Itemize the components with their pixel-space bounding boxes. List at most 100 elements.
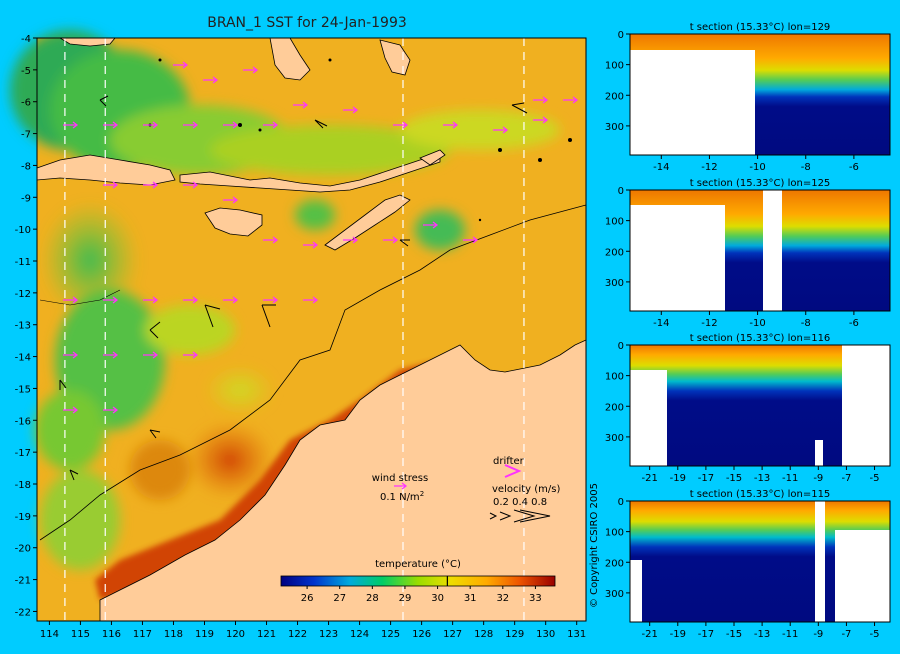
- colorbar-tick-label: 32: [496, 593, 509, 604]
- section-panels: t section (15.33°C) lon=129 -14 -12 -10 -8 -6…: [605, 22, 891, 640]
- section-x-tick-label: -15: [726, 473, 742, 484]
- map-x-tick-label: 122: [288, 629, 307, 640]
- section-panel-4: t section (15.33°C) lon=115 -21 -19 -17 -15 -…: [605, 489, 891, 640]
- drifter-arrow: [223, 196, 239, 204]
- map-x-tick-label: 128: [474, 629, 493, 640]
- map-x-tick-label: 118: [164, 629, 183, 640]
- map-x-tick-label: 127: [443, 629, 462, 640]
- drifter-arrow: [63, 351, 79, 359]
- drifter-arrow: [103, 351, 119, 359]
- map-y-tick-label: -20: [15, 544, 31, 555]
- drifter-arrow: [303, 241, 319, 249]
- colorbar-tick-label: 27: [333, 593, 346, 604]
- section-frame: [629, 344, 891, 467]
- section-y-tick-label: 300: [605, 122, 624, 133]
- section-x-tick-label: -11: [782, 629, 798, 640]
- map-y-tick-label: -17: [15, 448, 31, 459]
- section-x-tick-label: -5: [870, 473, 880, 484]
- drifter-arrow: [263, 236, 279, 244]
- wind-stress-arrows: [59, 95, 528, 481]
- map-y-tick-label: -6: [21, 98, 31, 109]
- section-x-tick-label: -19: [670, 629, 686, 640]
- map-y-tick-label: -8: [21, 161, 31, 172]
- copyright: © Copyright CSIRO 2005: [589, 483, 600, 608]
- section-x-tick-label: -14: [653, 162, 669, 173]
- map-x-tick-label: 129: [505, 629, 524, 640]
- map-y-tick-label: -13: [15, 321, 31, 332]
- section-y-tick-label: 100: [605, 372, 624, 383]
- section-mask: [630, 370, 667, 466]
- drifter-arrow: [343, 106, 359, 114]
- drifter-arrow: [423, 221, 439, 229]
- drifter-arrow: [203, 76, 219, 84]
- colorbar-ticks: 26 27 28 29 30 31 32 33: [301, 576, 542, 604]
- colorbar-tick-label: 26: [301, 593, 314, 604]
- timor-island: [324, 194, 411, 251]
- section-title: t section (15.33°C) lon=129: [690, 22, 831, 33]
- section-x-tick-label: -10: [749, 162, 765, 173]
- drifter-arrow: [63, 406, 79, 414]
- colorbar: temperature (°C) 26 27 28 29 30 31 32 33: [280, 559, 556, 604]
- section-x-tick-label: -6: [849, 162, 859, 173]
- wind-stress-label: wind stress: [372, 473, 428, 484]
- map-y-tick-label: -14: [15, 353, 31, 364]
- section-x-tick-label: -13: [754, 629, 770, 640]
- map-x-tick-label: 125: [381, 629, 400, 640]
- drifter-legend-arrow: [504, 464, 522, 478]
- drifter-arrow: [143, 351, 159, 359]
- section-title: t section (15.33°C) lon=125: [690, 178, 831, 189]
- section-y-tick-label: 100: [605, 528, 624, 539]
- section-x-tick-label: -12: [701, 318, 717, 329]
- section-x-tick-label: -7: [841, 629, 851, 640]
- drifter-arrow: [173, 61, 189, 69]
- colorbar-title: temperature (°C): [375, 559, 461, 570]
- colorbar-tick-label: 33: [529, 593, 542, 604]
- map-x-tick-label: 131: [567, 629, 586, 640]
- section-y-tick-label: 200: [605, 402, 624, 413]
- drifter-arrow: [103, 296, 119, 304]
- wind-stress-scale-arrow: [394, 482, 408, 490]
- section-y-tick-label: 300: [605, 589, 624, 600]
- drifter-arrow: [223, 121, 239, 129]
- java-sumatra: [36, 154, 176, 186]
- drifter-arrow: [493, 126, 509, 134]
- colorbar-tick-label: 29: [399, 593, 412, 604]
- colorbar-gradient: [280, 575, 556, 587]
- map-y-tick-label: -19: [15, 512, 31, 523]
- section-x-tick-label: -8: [801, 162, 811, 173]
- drifter-arrow: [533, 116, 549, 124]
- drifter-arrow: [443, 121, 459, 129]
- map-y-tick-label: -15: [15, 384, 31, 395]
- wetar-island: [419, 149, 446, 166]
- section-y-tick-label: 300: [605, 278, 624, 289]
- isobath-contour: [39, 204, 587, 541]
- section-y-tick-label: 0: [618, 186, 624, 197]
- section-title: t section (15.33°C) lon=115: [690, 489, 831, 500]
- section-y-tick-label: 100: [605, 217, 624, 228]
- map-y-tick-label: -12: [15, 289, 31, 300]
- drifter-arrow: [223, 296, 239, 304]
- map-legend: wind stress 0.1 N/m2 drifter velocity (m…: [372, 456, 560, 523]
- section-mask: [630, 205, 725, 311]
- map-x-tick-label: 119: [195, 629, 214, 640]
- drifter-arrow: [263, 296, 279, 304]
- australia-landmass: [99, 339, 587, 622]
- section-title: t section (15.33°C) lon=116: [690, 333, 831, 344]
- section-y-tick-label: 200: [605, 247, 624, 258]
- drifter-arrow: [183, 121, 199, 129]
- section-x-tick-label: -10: [749, 318, 765, 329]
- map-title: BRAN_1 SST for 24-Jan-1993: [207, 15, 407, 31]
- drifter-arrow: [263, 121, 279, 129]
- sumba-island: [204, 207, 263, 237]
- section-y-tick-label: 0: [618, 30, 624, 41]
- drifter-arrow: [563, 96, 579, 104]
- section-mask: [630, 50, 755, 155]
- drifter-arrow: [183, 351, 199, 359]
- drifter-arrow: [143, 296, 159, 304]
- section-frame: [629, 33, 891, 156]
- map-y-tick-label: -7: [21, 130, 31, 141]
- drifter-arrow: [143, 181, 159, 189]
- section-x-tick-label: -13: [754, 473, 770, 484]
- section-x-tick-label: -21: [642, 629, 658, 640]
